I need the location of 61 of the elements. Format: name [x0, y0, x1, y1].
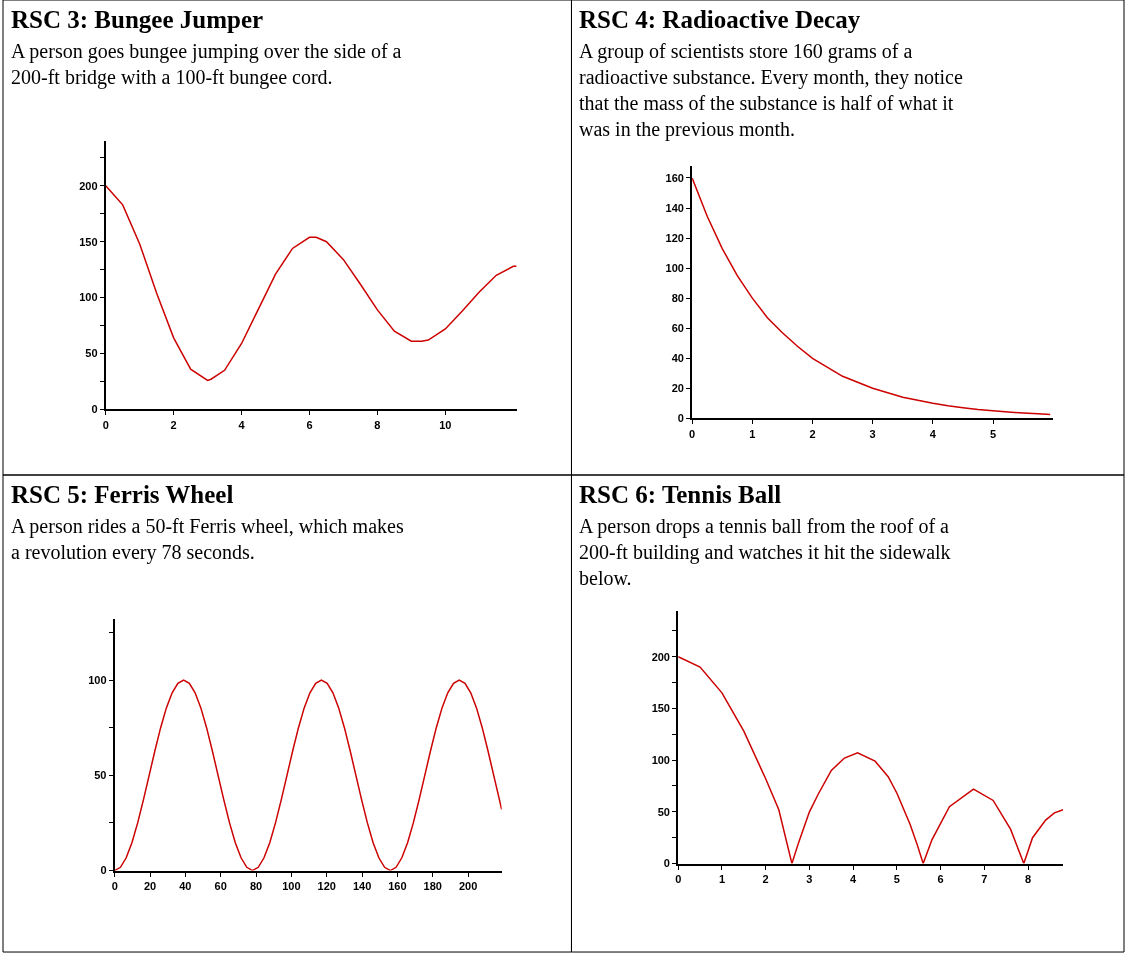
y-tick-label: 120	[665, 231, 684, 244]
y-tick-label: 200	[651, 650, 670, 663]
y-tick-label: 0	[91, 403, 98, 416]
chart-title: RSC 5: Ferris Wheel	[11, 481, 234, 508]
chart-subtitle: A person drops a tennis ball from the roof of a 200-ft building and watches it hit the sidewalk below.	[579, 515, 951, 589]
line-series	[692, 177, 1051, 416]
y-tick-label: 50	[85, 347, 98, 360]
x-tick-label: 100	[282, 879, 301, 892]
x-tick-label: 2	[762, 872, 769, 885]
x-tick-label: 3	[869, 427, 876, 440]
x-tick-label: 6	[937, 872, 944, 885]
y-tick-label: 100	[665, 261, 684, 274]
chart-title: RSC 4: Radioactive Decay	[579, 6, 861, 33]
y-tick-label: 140	[665, 201, 684, 214]
x-tick-label: 6	[306, 418, 313, 431]
x-tick-label: 4	[850, 872, 858, 885]
y-tick-label: 160	[665, 171, 684, 184]
x-tick-label: 40	[179, 879, 192, 892]
x-tick-label: 60	[214, 879, 227, 892]
x-tick-label: 180	[423, 879, 442, 892]
x-tick-label: 5	[893, 872, 900, 885]
line-series	[105, 185, 517, 382]
x-tick-label: 3	[806, 872, 813, 885]
x-tick-label: 10	[439, 418, 452, 431]
y-tick-label: 0	[100, 864, 107, 877]
x-tick-label: 1	[718, 872, 726, 885]
y-tick-label: 150	[79, 235, 98, 248]
chart-title: RSC 6: Tennis Ball	[579, 481, 782, 508]
x-tick-label: 7	[981, 872, 988, 885]
x-tick-label: 200	[458, 879, 478, 892]
x-tick-label: 2	[170, 418, 177, 431]
y-tick-label: 40	[671, 352, 684, 365]
x-tick-label: 4	[238, 418, 246, 431]
y-tick-label: 100	[88, 673, 107, 686]
y-tick-label: 0	[663, 857, 670, 870]
x-tick-label: 0	[689, 427, 696, 440]
x-tick-label: 80	[249, 879, 263, 892]
y-tick-label: 200	[79, 179, 98, 192]
y-tick-label: 50	[657, 805, 670, 818]
chart-subtitle: A person rides a 50-ft Ferris wheel, which makes a revolution every 78 seconds.	[11, 515, 404, 564]
x-tick-label: 0	[111, 879, 118, 892]
y-tick-label: 150	[651, 702, 670, 715]
y-tick-label: 20	[671, 382, 684, 395]
x-tick-label: 4	[929, 427, 937, 440]
chart-subtitle: A group of scientists store 160 grams of a radioactive substance. Every month, they notice that the mass of the substance is half of what it was in the previous month.	[579, 40, 963, 141]
chart-title: RSC 3: Bungee Jumper	[11, 6, 264, 33]
x-tick-label: 2	[809, 427, 816, 440]
y-tick-label: 80	[671, 292, 684, 305]
x-tick-label: 140	[352, 879, 372, 892]
x-tick-label: 8	[1025, 872, 1032, 885]
y-tick-label: 50	[94, 769, 107, 782]
x-tick-label: 1	[749, 427, 756, 440]
x-tick-label: 160	[388, 879, 407, 892]
y-tick-label: 100	[651, 753, 670, 766]
x-tick-label: 5	[989, 427, 997, 440]
y-tick-label: 100	[79, 291, 98, 304]
x-tick-label: 8	[374, 418, 381, 431]
y-tick-label: 60	[671, 322, 684, 335]
x-tick-label: 120	[317, 879, 336, 892]
x-tick-label: 20	[143, 879, 157, 892]
chart-subtitle: A person goes bungee jumping over the side of a 200-ft bridge with a 100-ft bungee cord.	[11, 40, 402, 89]
